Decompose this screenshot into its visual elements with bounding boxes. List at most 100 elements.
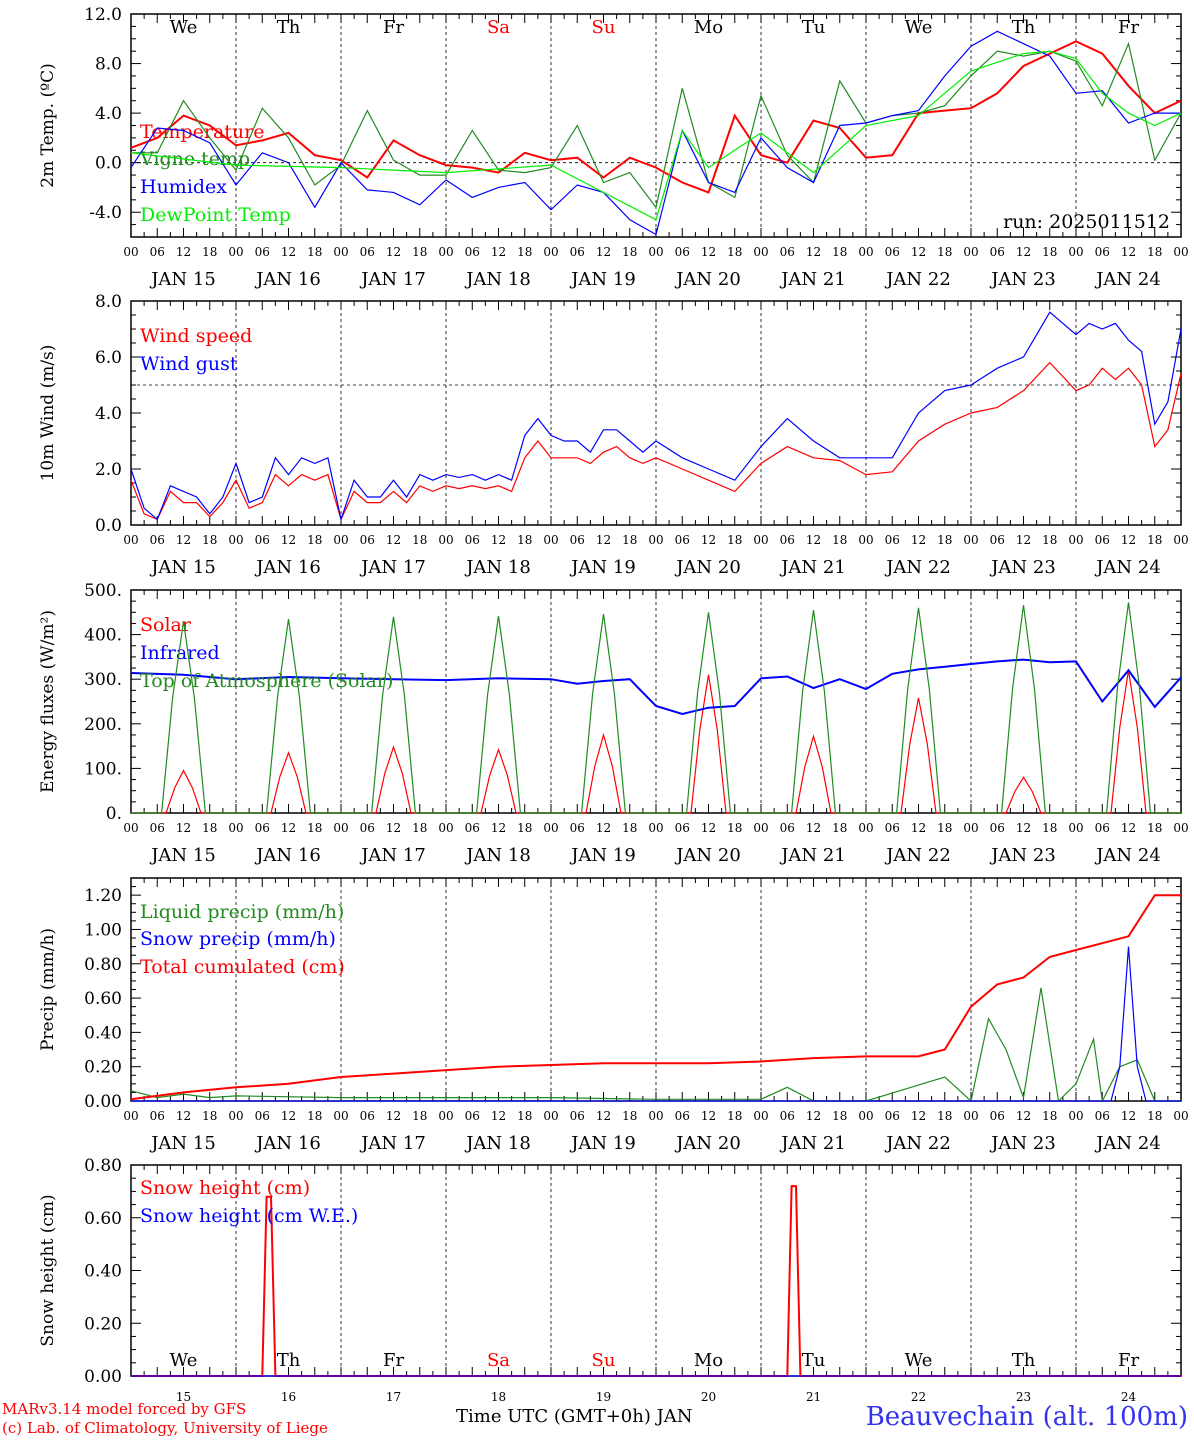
weekday-label: Fr — [1118, 17, 1139, 38]
y-tick-label: 0.40 — [84, 1262, 122, 1282]
x-hour-label: 00 — [438, 533, 453, 547]
x-hour-label: 18 — [1042, 245, 1057, 259]
weekday-label: Su — [592, 1350, 616, 1371]
weekday-label: We — [905, 17, 933, 38]
x-hour-label: 18 — [1147, 533, 1162, 547]
x-hour-label: 18 — [202, 533, 217, 547]
x-hour-label: 06 — [360, 821, 375, 835]
x-hour-label: 18 — [1042, 1109, 1057, 1123]
x-hour-label: 00 — [123, 821, 138, 835]
y-tick-label: 0. — [106, 804, 122, 824]
model-credit: MARv3.14 model forced by GFS — [2, 1400, 247, 1418]
lab-credit: (c) Lab. of Climatology, University of L… — [2, 1419, 328, 1437]
x-hour-label: 12 — [491, 245, 506, 259]
weekday-label: Tu — [802, 1350, 826, 1371]
x-hour-label: 12 — [911, 533, 926, 547]
x-date-label: JAN 17 — [359, 557, 426, 578]
series-line-wind-gust — [130, 311, 1182, 522]
x-hour-label: 00 — [648, 245, 663, 259]
x-hour-label: 00 — [858, 821, 873, 835]
x-hour-label: 00 — [333, 533, 348, 547]
x-hour-label: 18 — [622, 245, 637, 259]
weekday-label: Th — [277, 17, 301, 38]
series-line-humidex — [130, 30, 1181, 236]
x-hour-label: 00 — [1068, 245, 1083, 259]
x-hour-label: 06 — [570, 821, 585, 835]
x-hour-label: 18 — [832, 533, 847, 547]
y-tick-label: 12.0 — [84, 5, 122, 25]
weekday-label: Fr — [1118, 1350, 1139, 1371]
series-line-dewpoint-temp — [130, 50, 1182, 221]
x-date-label: JAN 20 — [674, 1133, 741, 1154]
x-day-number: 22 — [911, 1390, 926, 1404]
x-hour-label: 06 — [780, 533, 795, 547]
x-hour-label: 12 — [806, 533, 821, 547]
x-hour-label: 06 — [990, 1109, 1005, 1123]
x-day-number: 23 — [1016, 1390, 1031, 1404]
x-hour-label: 18 — [307, 533, 322, 547]
x-hour-label: 00 — [228, 821, 243, 835]
x-day-number: 15 — [176, 1390, 191, 1404]
x-date-label: JAN 24 — [1094, 1133, 1161, 1154]
x-date-label: JAN 22 — [884, 269, 951, 290]
x-hour-label: 00 — [123, 1109, 138, 1123]
series-line-vigne-temp — [131, 41, 1182, 209]
x-hour-label: 12 — [911, 1109, 926, 1123]
x-hour-label: 00 — [543, 245, 558, 259]
x-hour-label: 12 — [701, 1109, 716, 1123]
x-hour-label: 18 — [1147, 821, 1162, 835]
weekday-label: Tu — [802, 17, 826, 38]
y-tick-label: 0.20 — [84, 1058, 122, 1078]
x-hour-label: 18 — [517, 533, 532, 547]
x-hour-label: 00 — [1068, 1109, 1083, 1123]
x-hour-label: 00 — [1173, 1109, 1188, 1123]
x-hour-label: 00 — [333, 245, 348, 259]
x-hour-label: 12 — [281, 533, 296, 547]
x-hour-label: 12 — [281, 821, 296, 835]
y-tick-label: 300. — [84, 670, 122, 690]
y-tick-label: 0.20 — [84, 1314, 122, 1334]
x-hour-label: 18 — [1042, 821, 1057, 835]
x-hour-label: 18 — [307, 245, 322, 259]
x-hour-label: 06 — [780, 821, 795, 835]
x-hour-label: 06 — [675, 533, 690, 547]
panel-frame — [130, 589, 1182, 814]
x-hour-label: 00 — [123, 533, 138, 547]
x-hour-label: 06 — [885, 1109, 900, 1123]
x-date-label: JAN 15 — [149, 269, 216, 290]
x-hour-label: 00 — [753, 533, 768, 547]
weekday-label: We — [170, 1350, 198, 1371]
x-hour-label: 00 — [1068, 533, 1083, 547]
y-tick-label: 100. — [84, 759, 122, 779]
x-hour-label: 12 — [806, 245, 821, 259]
x-hour-label: 00 — [438, 245, 453, 259]
x-date-label: JAN 17 — [359, 1133, 426, 1154]
x-hour-label: 00 — [963, 821, 978, 835]
x-hour-label: 06 — [990, 533, 1005, 547]
y-tick-label: -4.0 — [89, 203, 122, 223]
y-axis-label: Energy fluxes (W/m²) — [38, 610, 58, 793]
x-hour-label: 06 — [780, 245, 795, 259]
x-hour-label: 12 — [1016, 245, 1031, 259]
y-tick-label: 0.00 — [84, 1092, 122, 1112]
x-hour-label: 06 — [255, 821, 270, 835]
x-date-label: JAN 19 — [569, 269, 636, 290]
x-hour-label: 06 — [150, 533, 165, 547]
x-hour-label: 12 — [1121, 821, 1136, 835]
x-hour-label: 06 — [360, 1109, 375, 1123]
x-hour-label: 12 — [176, 821, 191, 835]
panel-frame — [130, 300, 1182, 526]
x-hour-label: 06 — [990, 245, 1005, 259]
series-line-snow-precip-mm-h — [131, 946, 1181, 1102]
y-tick-label: 1.20 — [84, 886, 122, 906]
legend-label: Snow height (cm) — [140, 1177, 310, 1199]
x-hour-label: 18 — [832, 821, 847, 835]
x-date-label: JAN 20 — [674, 269, 741, 290]
x-hour-label: 06 — [465, 821, 480, 835]
legend-label: Vigne temp — [139, 148, 250, 170]
x-hour-label: 06 — [465, 1109, 480, 1123]
x-hour-label: 06 — [255, 1109, 270, 1123]
weekday-label: Th — [277, 1350, 301, 1371]
x-hour-label: 12 — [701, 245, 716, 259]
x-hour-label: 06 — [885, 245, 900, 259]
